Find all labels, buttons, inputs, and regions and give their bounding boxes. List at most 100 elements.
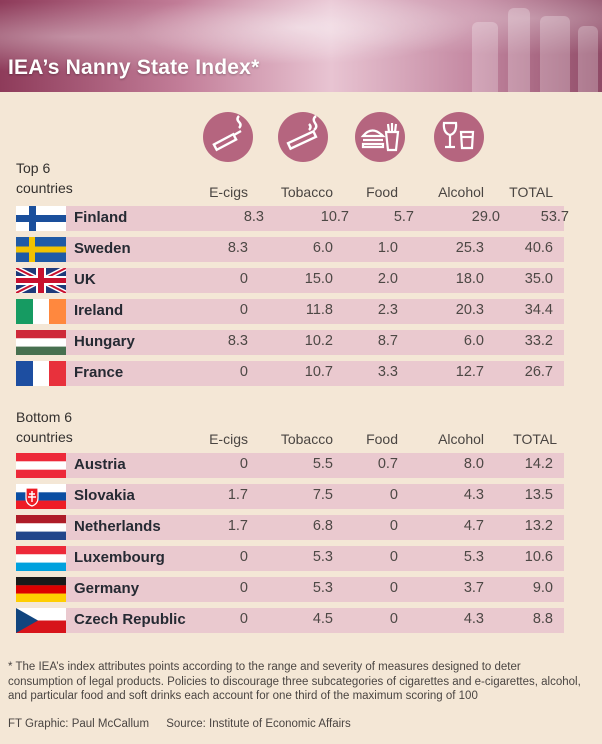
value-alcohol: 6.0 bbox=[463, 333, 484, 349]
value-ecigs: 0 bbox=[239, 456, 248, 472]
value-ecigs: 1.7 bbox=[227, 518, 248, 534]
bottle-silhouette bbox=[578, 26, 598, 92]
value-ecigs: 8.3 bbox=[227, 240, 248, 256]
value-total: 40.6 bbox=[524, 240, 553, 256]
row-band bbox=[66, 237, 564, 262]
value-alcohol: 4.3 bbox=[463, 487, 484, 503]
row-band bbox=[66, 484, 564, 509]
value-total: 13.5 bbox=[524, 487, 553, 503]
row-band bbox=[66, 453, 564, 478]
value-alcohol: 3.7 bbox=[463, 580, 484, 596]
value-alcohol: 20.3 bbox=[455, 302, 484, 318]
value-total: 34.4 bbox=[524, 302, 553, 318]
hungary-flag-icon bbox=[16, 330, 66, 355]
value-alcohol: 12.7 bbox=[455, 364, 484, 380]
row-band bbox=[66, 268, 564, 293]
column-header-tobacco: Tobacco bbox=[280, 184, 333, 200]
netherlands-flag-icon bbox=[16, 515, 66, 540]
value-tobacco: 10.2 bbox=[304, 333, 333, 349]
value-food: 0 bbox=[389, 549, 398, 565]
value-ecigs: 0 bbox=[239, 549, 248, 565]
value-alcohol: 5.3 bbox=[463, 549, 484, 565]
row-band bbox=[66, 361, 564, 386]
section-label-top: Top 6 countries bbox=[16, 158, 73, 198]
value-total: 33.2 bbox=[524, 333, 553, 349]
table-row-hungary: Hungary 8.3 10.2 8.7 6.0 33.2 bbox=[16, 330, 564, 355]
value-tobacco: 10.7 bbox=[304, 364, 333, 380]
table-row-finland: Finland 8.3 10.7 5.7 29.0 53.7 bbox=[16, 206, 569, 231]
footnote: * The IEA’s index attributes points acco… bbox=[8, 661, 581, 702]
value-food: 2.0 bbox=[377, 271, 398, 287]
credit-line: FT Graphic: Paul McCallum Source: Instit… bbox=[8, 718, 365, 730]
table-row-netherlands: Netherlands 1.7 6.8 0 4.7 13.2 bbox=[16, 515, 564, 540]
czech-flag-icon bbox=[16, 608, 66, 633]
value-food: 0.7 bbox=[377, 456, 398, 472]
country-name: Sweden bbox=[74, 240, 131, 257]
section-label-bottom: Bottom 6 countries bbox=[16, 407, 73, 447]
table-row-france: France 0 10.7 3.3 12.7 26.7 bbox=[16, 361, 564, 386]
column-header-total: TOTAL bbox=[513, 431, 557, 447]
value-food: 8.7 bbox=[377, 333, 398, 349]
table-row-luxembourg: Luxembourg 0 5.3 0 5.3 10.6 bbox=[16, 546, 564, 571]
value-total: 35.0 bbox=[524, 271, 553, 287]
column-header-tobacco: Tobacco bbox=[280, 431, 333, 447]
finland-flag-icon bbox=[16, 206, 66, 231]
value-tobacco: 6.0 bbox=[312, 240, 333, 256]
germany-flag-icon bbox=[16, 577, 66, 602]
value-food: 1.0 bbox=[377, 240, 398, 256]
header-banner: IEA’s Nanny State Index* bbox=[0, 0, 602, 92]
table-row-germany: Germany 0 5.3 0 3.7 9.0 bbox=[16, 577, 564, 602]
value-alcohol: 4.7 bbox=[463, 518, 484, 534]
country-name: Luxembourg bbox=[74, 549, 165, 566]
value-alcohol: 4.3 bbox=[463, 611, 484, 627]
wine-beer-icon bbox=[434, 112, 484, 162]
value-ecigs: 1.7 bbox=[227, 487, 248, 503]
value-tobacco: 6.8 bbox=[312, 518, 333, 534]
value-ecigs: 8.3 bbox=[243, 209, 264, 225]
table-row-austria: Austria 0 5.5 0.7 8.0 14.2 bbox=[16, 453, 564, 478]
column-header-ecigs: E-cigs bbox=[209, 184, 248, 200]
value-food: 0 bbox=[389, 611, 398, 627]
country-name: Finland bbox=[74, 209, 128, 226]
column-header-alcohol: Alcohol bbox=[438, 184, 484, 200]
country-name: Hungary bbox=[74, 333, 135, 350]
value-total: 9.0 bbox=[532, 580, 553, 596]
row-band bbox=[66, 206, 564, 231]
section-label-line: Bottom 6 bbox=[16, 409, 73, 425]
row-band bbox=[66, 577, 564, 602]
value-food: 0 bbox=[389, 518, 398, 534]
column-header-ecigs: E-cigs bbox=[209, 431, 248, 447]
value-total: 8.8 bbox=[532, 611, 553, 627]
country-name: UK bbox=[74, 271, 96, 288]
value-food: 5.7 bbox=[393, 209, 414, 225]
value-tobacco: 5.3 bbox=[312, 580, 333, 596]
slovakia-flag-icon bbox=[16, 484, 66, 509]
value-ecigs: 8.3 bbox=[227, 333, 248, 349]
uk-flag-icon bbox=[16, 268, 66, 293]
column-header-alcohol: Alcohol bbox=[438, 431, 484, 447]
value-ecigs: 0 bbox=[239, 302, 248, 318]
country-name: France bbox=[74, 364, 124, 381]
value-total: 53.7 bbox=[540, 209, 569, 225]
bottle-silhouette bbox=[472, 22, 498, 92]
graphic-credit: FT Graphic: Paul McCallum bbox=[8, 718, 150, 730]
sweden-flag-icon bbox=[16, 237, 66, 262]
value-alcohol: 25.3 bbox=[455, 240, 484, 256]
source-credit: Source: Institute of Economic Affairs bbox=[166, 718, 351, 730]
ireland-flag-icon bbox=[16, 299, 66, 324]
luxembourg-flag-icon bbox=[16, 546, 66, 571]
section-label-line: countries bbox=[16, 180, 73, 196]
country-name: Netherlands bbox=[74, 518, 161, 535]
table-row-czech-republic: Czech Republic 0 4.5 0 4.3 8.8 bbox=[16, 608, 564, 633]
value-tobacco: 5.3 bbox=[312, 549, 333, 565]
value-tobacco: 11.8 bbox=[305, 302, 333, 318]
france-flag-icon bbox=[16, 361, 66, 386]
value-total: 14.2 bbox=[524, 456, 553, 472]
value-total: 10.6 bbox=[524, 549, 553, 565]
column-header-total: TOTAL bbox=[509, 184, 553, 200]
value-total: 13.2 bbox=[524, 518, 553, 534]
country-name: Slovakia bbox=[74, 487, 135, 504]
value-ecigs: 0 bbox=[239, 271, 248, 287]
value-tobacco: 15.0 bbox=[304, 271, 333, 287]
table-row-sweden: Sweden 8.3 6.0 1.0 25.3 40.6 bbox=[16, 237, 564, 262]
